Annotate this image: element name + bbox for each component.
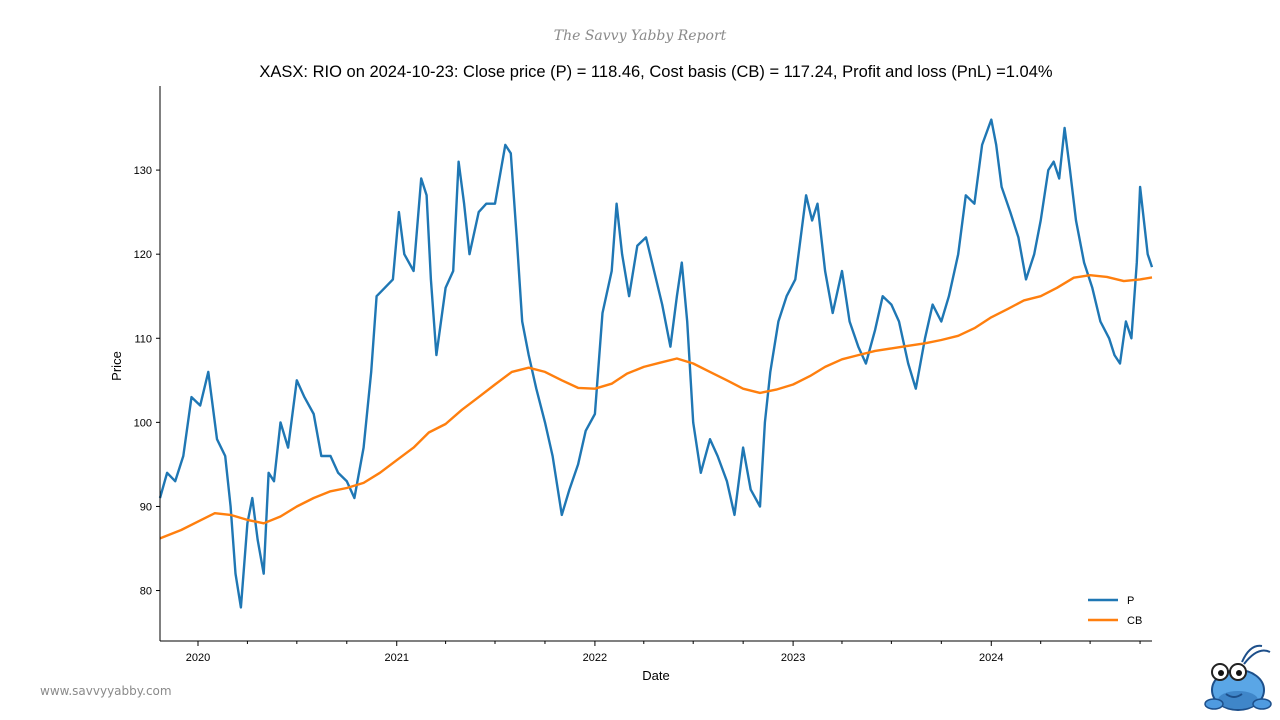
series-line-p — [158, 118, 1154, 609]
y-tick-label: 100 — [134, 417, 152, 429]
yabby-mascot-logo — [1204, 644, 1272, 711]
x-ticks: 2020 2021 2022 2023 2024 — [186, 641, 1141, 664]
x-tick-label: 2023 — [781, 652, 805, 664]
y-tick-label: 120 — [134, 249, 152, 261]
x-tick-label: 2020 — [186, 652, 210, 664]
chart-title: XASX: RIO on 2024-10-23: Close price (P)… — [259, 63, 1052, 81]
footer-url: www.savvyyabby.com — [40, 684, 172, 698]
x-tick-label: 2024 — [979, 652, 1003, 664]
y-ticks: 80 90 100 110 120 130 — [134, 165, 160, 598]
y-tick-label: 110 — [134, 333, 152, 345]
series-line-cb — [159, 274, 1153, 540]
y-tick-label: 80 — [140, 586, 152, 598]
y-axis-label: Price — [109, 351, 124, 381]
legend-label-cb: CB — [1127, 615, 1142, 627]
axes — [159, 86, 1152, 642]
y-tick-label: 130 — [134, 165, 152, 177]
x-tick-label: 2022 — [583, 652, 607, 664]
x-tick-label: 2021 — [384, 652, 408, 664]
header-brand: The Savvy Yabby Report — [553, 28, 727, 44]
legend: P CB — [1088, 595, 1142, 627]
legend-label-p: P — [1127, 595, 1134, 607]
x-axis-label: Date — [642, 668, 669, 683]
plot-area — [158, 118, 1154, 609]
y-tick-label: 90 — [140, 501, 152, 513]
